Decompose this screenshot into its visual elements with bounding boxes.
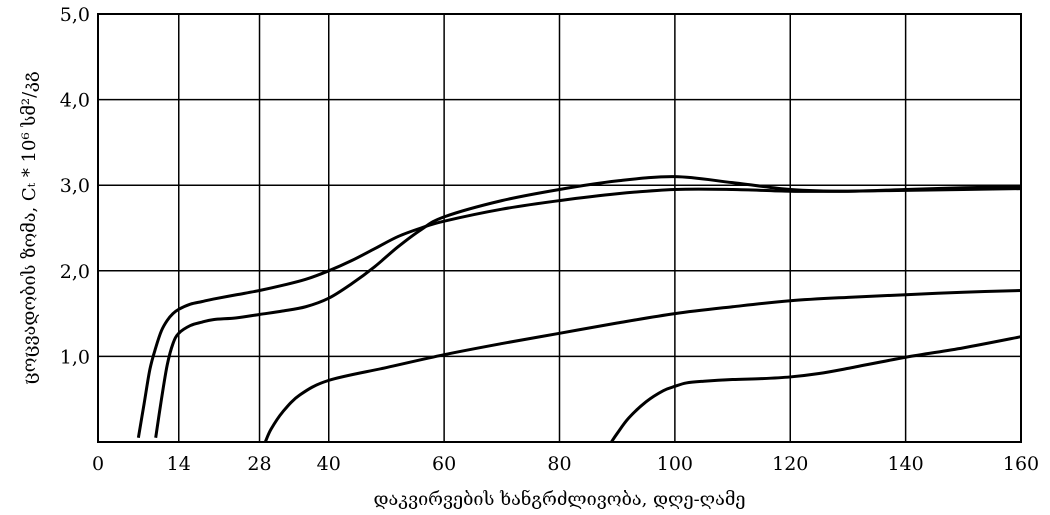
series-line-1	[136, 187, 1022, 438]
series-lines	[136, 175, 1022, 443]
x-tick-label: 14	[167, 453, 191, 475]
x-tick-label: 100	[657, 453, 693, 475]
x-tick-label: 28	[247, 453, 271, 475]
y-tick-label: 2,0	[60, 261, 90, 283]
series-line-2	[154, 175, 1022, 438]
x-tick-label: 160	[1003, 453, 1039, 475]
y-tick-label: 3,0	[60, 175, 90, 197]
x-tick-label: 80	[547, 453, 571, 475]
series-line-4	[610, 335, 1022, 443]
x-axis-label: დაკვირვების ხანგრძლივობა, დღე-ღამე	[374, 488, 746, 510]
y-axis-label: ცოცვადობის ზომა, Cₜ * 10⁶ სმ²/კგ	[19, 71, 40, 384]
tick-labels: 0 14 28 40 60 80 100 120 140 160 1,0 2,0 3,0 4,0 5,0	[60, 4, 1039, 475]
x-tick-label: 0	[92, 453, 104, 475]
y-tick-label: 4,0	[60, 90, 90, 112]
x-tick-label: 60	[432, 453, 456, 475]
y-tick-label: 1,0	[60, 346, 90, 368]
x-tick-label: 120	[772, 453, 808, 475]
x-tick-label: 40	[317, 453, 341, 475]
y-tick-label: 5,0	[60, 4, 90, 26]
grid	[98, 14, 1021, 442]
series-line-3	[263, 288, 1022, 443]
x-tick-label: 140	[887, 453, 923, 475]
plot-frame	[97, 13, 1022, 443]
